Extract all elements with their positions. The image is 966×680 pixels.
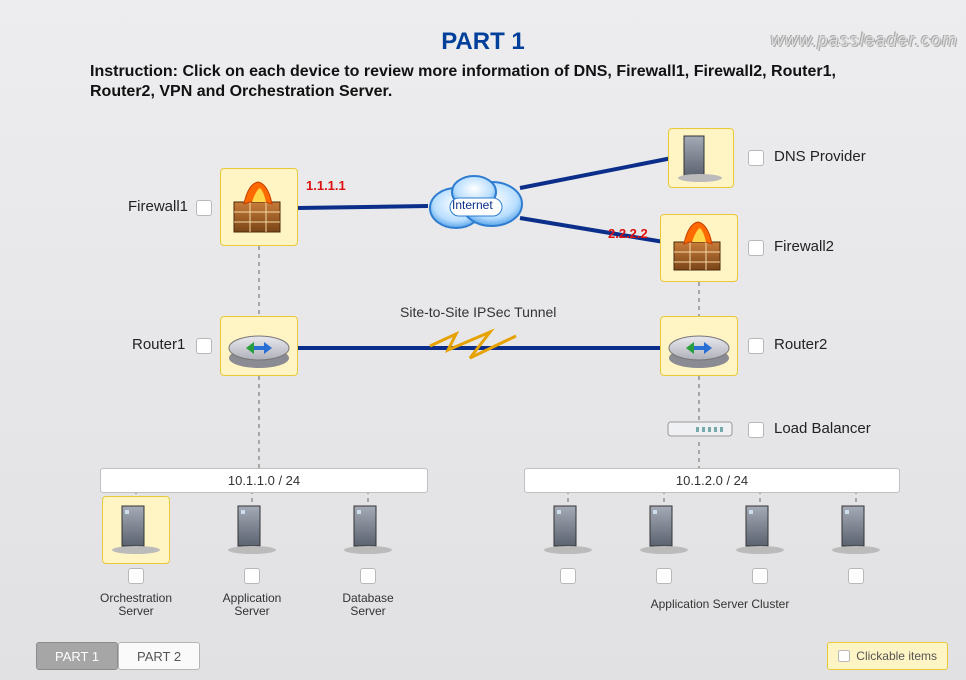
- server-1[interactable]: [224, 500, 280, 556]
- firewall1-ip: 1.1.1.1: [306, 178, 346, 193]
- cluster-label: Application Server Cluster: [640, 598, 800, 611]
- server-1-checkbox[interactable]: [244, 568, 260, 584]
- firewall2-ip: 2.2.2.2: [608, 226, 648, 241]
- cluster-server-2-checkbox[interactable]: [752, 568, 768, 584]
- instruction-text: Instruction: Click on each device to rev…: [90, 62, 876, 102]
- dns-label: DNS Provider: [774, 148, 866, 165]
- cluster-server-0-checkbox[interactable]: [560, 568, 576, 584]
- router1-checkbox[interactable]: [196, 338, 212, 354]
- router2-checkbox[interactable]: [748, 338, 764, 354]
- router1-device[interactable]: [226, 320, 292, 372]
- loadbalancer-checkbox[interactable]: [748, 422, 764, 438]
- firewall2-label: Firewall2: [774, 238, 834, 255]
- dns-device[interactable]: [676, 132, 726, 184]
- part1-button[interactable]: PART 1: [36, 642, 118, 670]
- firewall2-checkbox[interactable]: [748, 240, 764, 256]
- cluster-server-2[interactable]: [732, 500, 788, 556]
- clickable-legend: Clickable items: [827, 642, 948, 670]
- subnet-left: 10.1.1.0 / 24: [100, 468, 428, 493]
- topology-canvas: [0, 28, 966, 680]
- firewall1-label: Firewall1: [128, 198, 188, 215]
- dns-checkbox[interactable]: [748, 150, 764, 166]
- loadbalancer-label: Load Balancer: [774, 420, 871, 437]
- server-0-checkbox[interactable]: [128, 568, 144, 584]
- server-0[interactable]: [108, 500, 164, 556]
- router2-device[interactable]: [666, 320, 732, 372]
- server-2[interactable]: [340, 500, 396, 556]
- server-2-label: DatabaseServer: [322, 592, 414, 618]
- cluster-server-1-checkbox[interactable]: [656, 568, 672, 584]
- router1-label: Router1: [132, 336, 185, 353]
- router2-label: Router2: [774, 336, 827, 353]
- tunnel-label: Site-to-Site IPSec Tunnel: [400, 304, 556, 320]
- cluster-server-3-checkbox[interactable]: [848, 568, 864, 584]
- firewall2-device[interactable]: [668, 220, 730, 276]
- loadbalancer-device[interactable]: [666, 420, 736, 442]
- firewall1-device[interactable]: [228, 178, 290, 238]
- watermark: www.passleader.com: [771, 30, 958, 51]
- cluster-server-3[interactable]: [828, 500, 884, 556]
- server-1-label: ApplicationServer: [206, 592, 298, 618]
- server-0-label: OrchestrationServer: [90, 592, 182, 618]
- internet-label: Internet: [452, 198, 493, 212]
- part2-button[interactable]: PART 2: [118, 642, 200, 670]
- subnet-right: 10.1.2.0 / 24: [524, 468, 900, 493]
- cluster-server-1[interactable]: [636, 500, 692, 556]
- server-2-checkbox[interactable]: [360, 568, 376, 584]
- firewall1-checkbox[interactable]: [196, 200, 212, 216]
- cluster-server-0[interactable]: [540, 500, 596, 556]
- legend-text: Clickable items: [856, 649, 937, 663]
